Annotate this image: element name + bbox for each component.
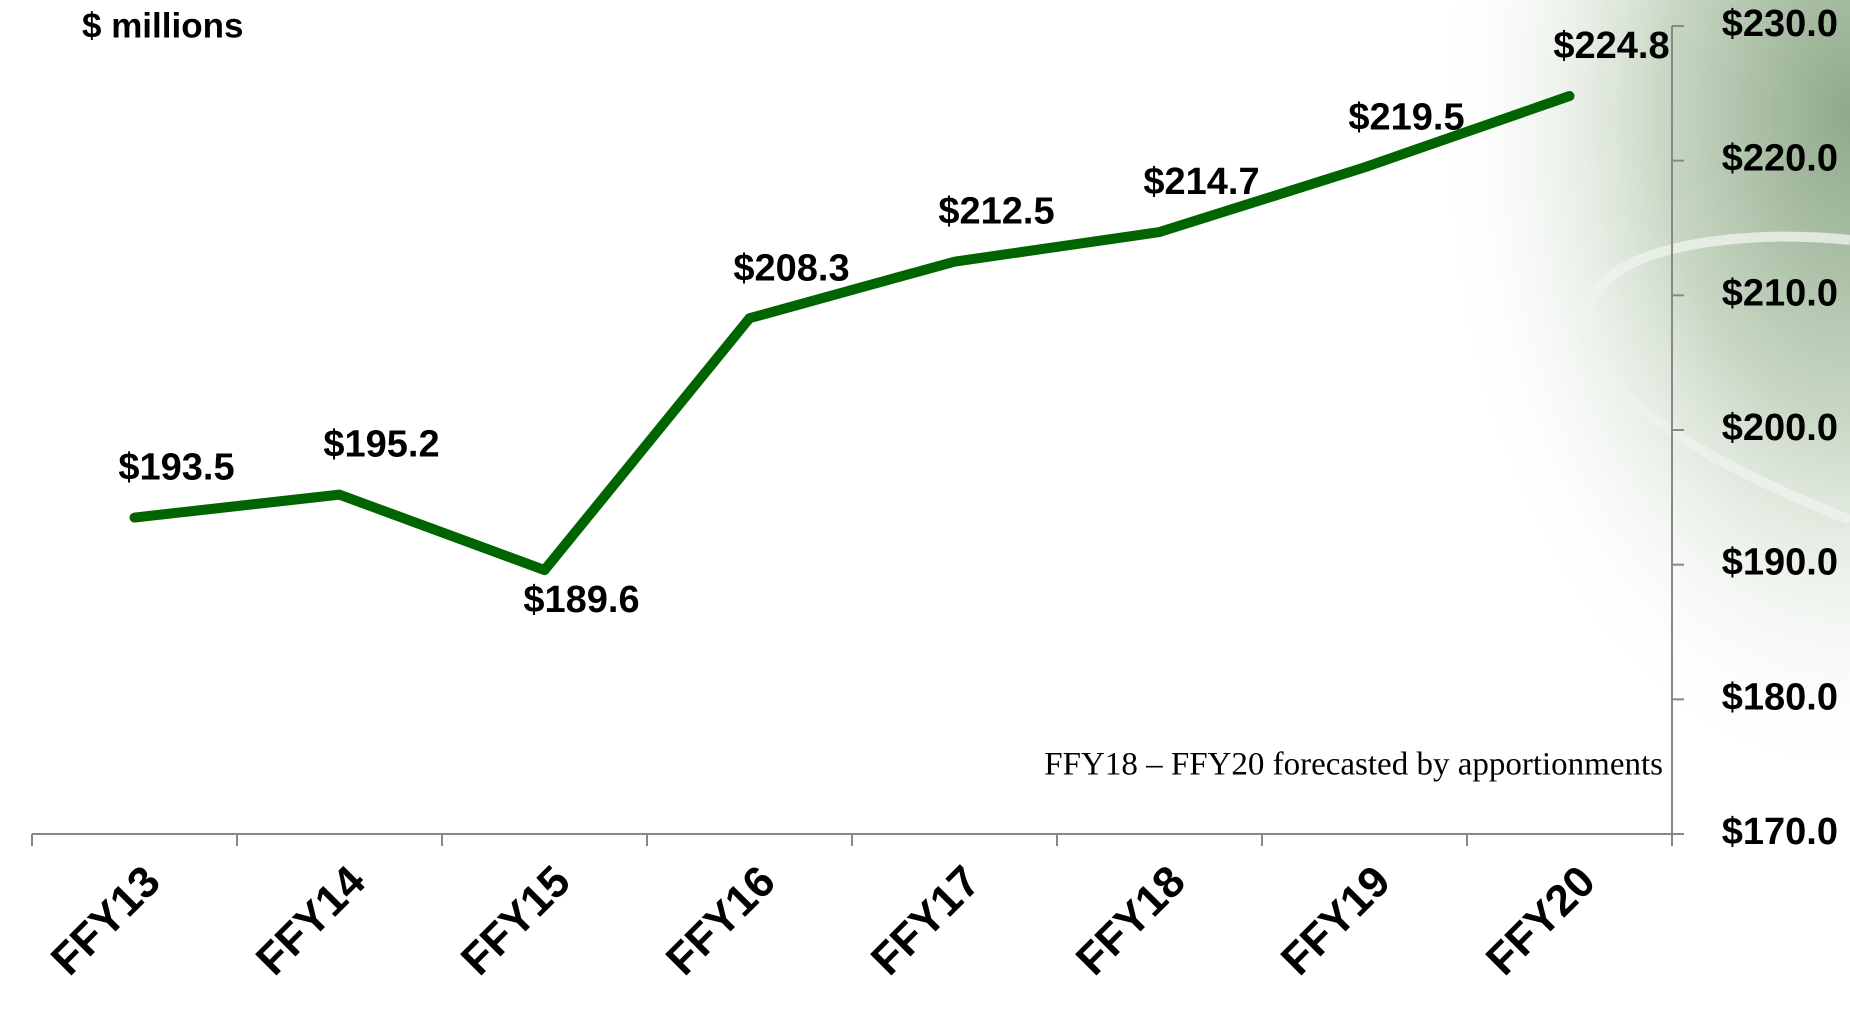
x-tick-label: FFY18 [1067,857,1195,985]
x-tick-label: FFY15 [452,857,580,985]
value-label: $189.6 [523,579,639,621]
x-tick-label: FFY16 [657,857,785,985]
x-tick-label: FFY17 [862,857,990,985]
value-label: $224.8 [1553,25,1669,67]
y-tick-label: $190.0 [1722,542,1838,584]
value-label: $193.5 [118,447,234,489]
value-label: $195.2 [323,424,439,466]
value-label: $208.3 [733,247,849,289]
x-tick-label: FFY20 [1477,857,1605,985]
y-tick-label: $230.0 [1722,3,1838,45]
y-tick-label: $210.0 [1722,272,1838,314]
y-tick-label: $220.0 [1722,138,1838,180]
y-tick-label: $170.0 [1722,811,1838,853]
data-line [135,96,1570,570]
value-label: $219.5 [1348,96,1464,138]
y-tick-label: $200.0 [1722,407,1838,449]
x-tick-label: FFY14 [247,856,375,984]
annotation: FFY18 – FFY20 forecasted by apportionmen… [1044,747,1663,783]
unit-label: $ millions [82,6,243,45]
x-tick-label: FFY13 [42,857,170,985]
value-label: $212.5 [938,191,1054,233]
y-tick-label: $180.0 [1722,676,1838,718]
value-label: $214.7 [1143,161,1259,203]
chart: $ millions FFY18 – FFY20 forecasted by a… [0,0,1850,1013]
x-tick-label: FFY19 [1272,857,1400,985]
